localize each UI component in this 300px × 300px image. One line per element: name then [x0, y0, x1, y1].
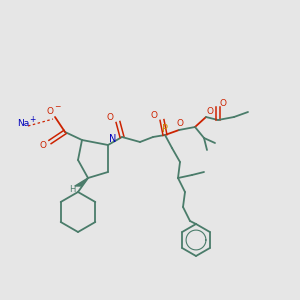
Text: H: H — [69, 185, 75, 194]
Text: Na: Na — [17, 119, 29, 128]
Text: P: P — [162, 124, 168, 134]
Text: O: O — [206, 106, 214, 116]
Text: O: O — [106, 112, 113, 122]
Text: O: O — [220, 98, 226, 107]
Text: +: + — [29, 116, 35, 124]
Text: O: O — [46, 107, 53, 116]
Polygon shape — [75, 178, 88, 186]
Text: O: O — [176, 119, 184, 128]
Text: −: − — [54, 103, 60, 112]
Text: N: N — [109, 134, 117, 144]
Text: O: O — [151, 110, 158, 119]
Text: O: O — [40, 140, 46, 149]
